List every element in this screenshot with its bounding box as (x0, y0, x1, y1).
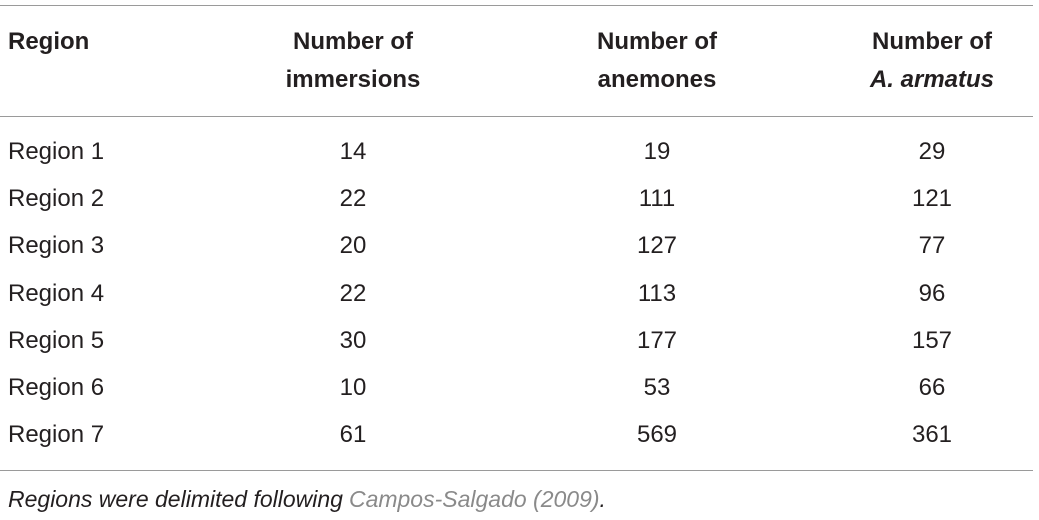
header-cell: Number of (597, 28, 717, 55)
cell: 569 (636, 421, 678, 449)
header-cell: A. armatus (869, 66, 995, 93)
cell: 361 (911, 421, 953, 449)
cell: 96 (918, 279, 946, 307)
header-cell: Number of (293, 28, 413, 55)
header-cell: immersions (285, 66, 421, 93)
header-cell: Number of (872, 28, 992, 55)
cell: 121 (911, 185, 953, 213)
cell: 53 (643, 374, 671, 401)
top-rule (0, 5, 1033, 6)
cell: Region 7 (8, 421, 105, 449)
bottom-rule (0, 470, 1033, 471)
cell: 113 (637, 279, 677, 307)
cell: 77 (918, 232, 946, 260)
cell: 10 (339, 374, 367, 401)
cell: 14 (339, 138, 367, 165)
cell: 22 (339, 185, 367, 213)
footnote-end: . (599, 486, 606, 512)
cell: 30 (339, 326, 367, 354)
cell: 20 (339, 232, 367, 260)
header-rule (0, 116, 1033, 117)
cell: 66 (918, 374, 946, 401)
footnote-text: Regions were delimited following (8, 486, 343, 512)
header-cell: Region (8, 28, 90, 55)
cell: 29 (918, 138, 946, 165)
footnote: Regions were delimited following Campos-S… (8, 486, 606, 513)
cell: 157 (911, 326, 953, 354)
cell: Region 4 (8, 279, 105, 307)
cell: 22 (339, 279, 367, 307)
cell: 19 (643, 138, 671, 165)
cell: Region 6 (8, 374, 105, 401)
cell: 61 (339, 421, 367, 449)
cell: Region 5 (8, 326, 105, 354)
cell: Region 3 (8, 232, 105, 260)
citation[interactable]: Campos-Salgado (2009) (348, 486, 600, 512)
cell: Region 2 (8, 185, 105, 213)
cell: 127 (636, 232, 678, 260)
cell: 177 (636, 326, 678, 354)
cell: 111 (638, 185, 676, 213)
cell: Region 1 (8, 138, 105, 165)
header-cell: anemones (597, 66, 717, 93)
